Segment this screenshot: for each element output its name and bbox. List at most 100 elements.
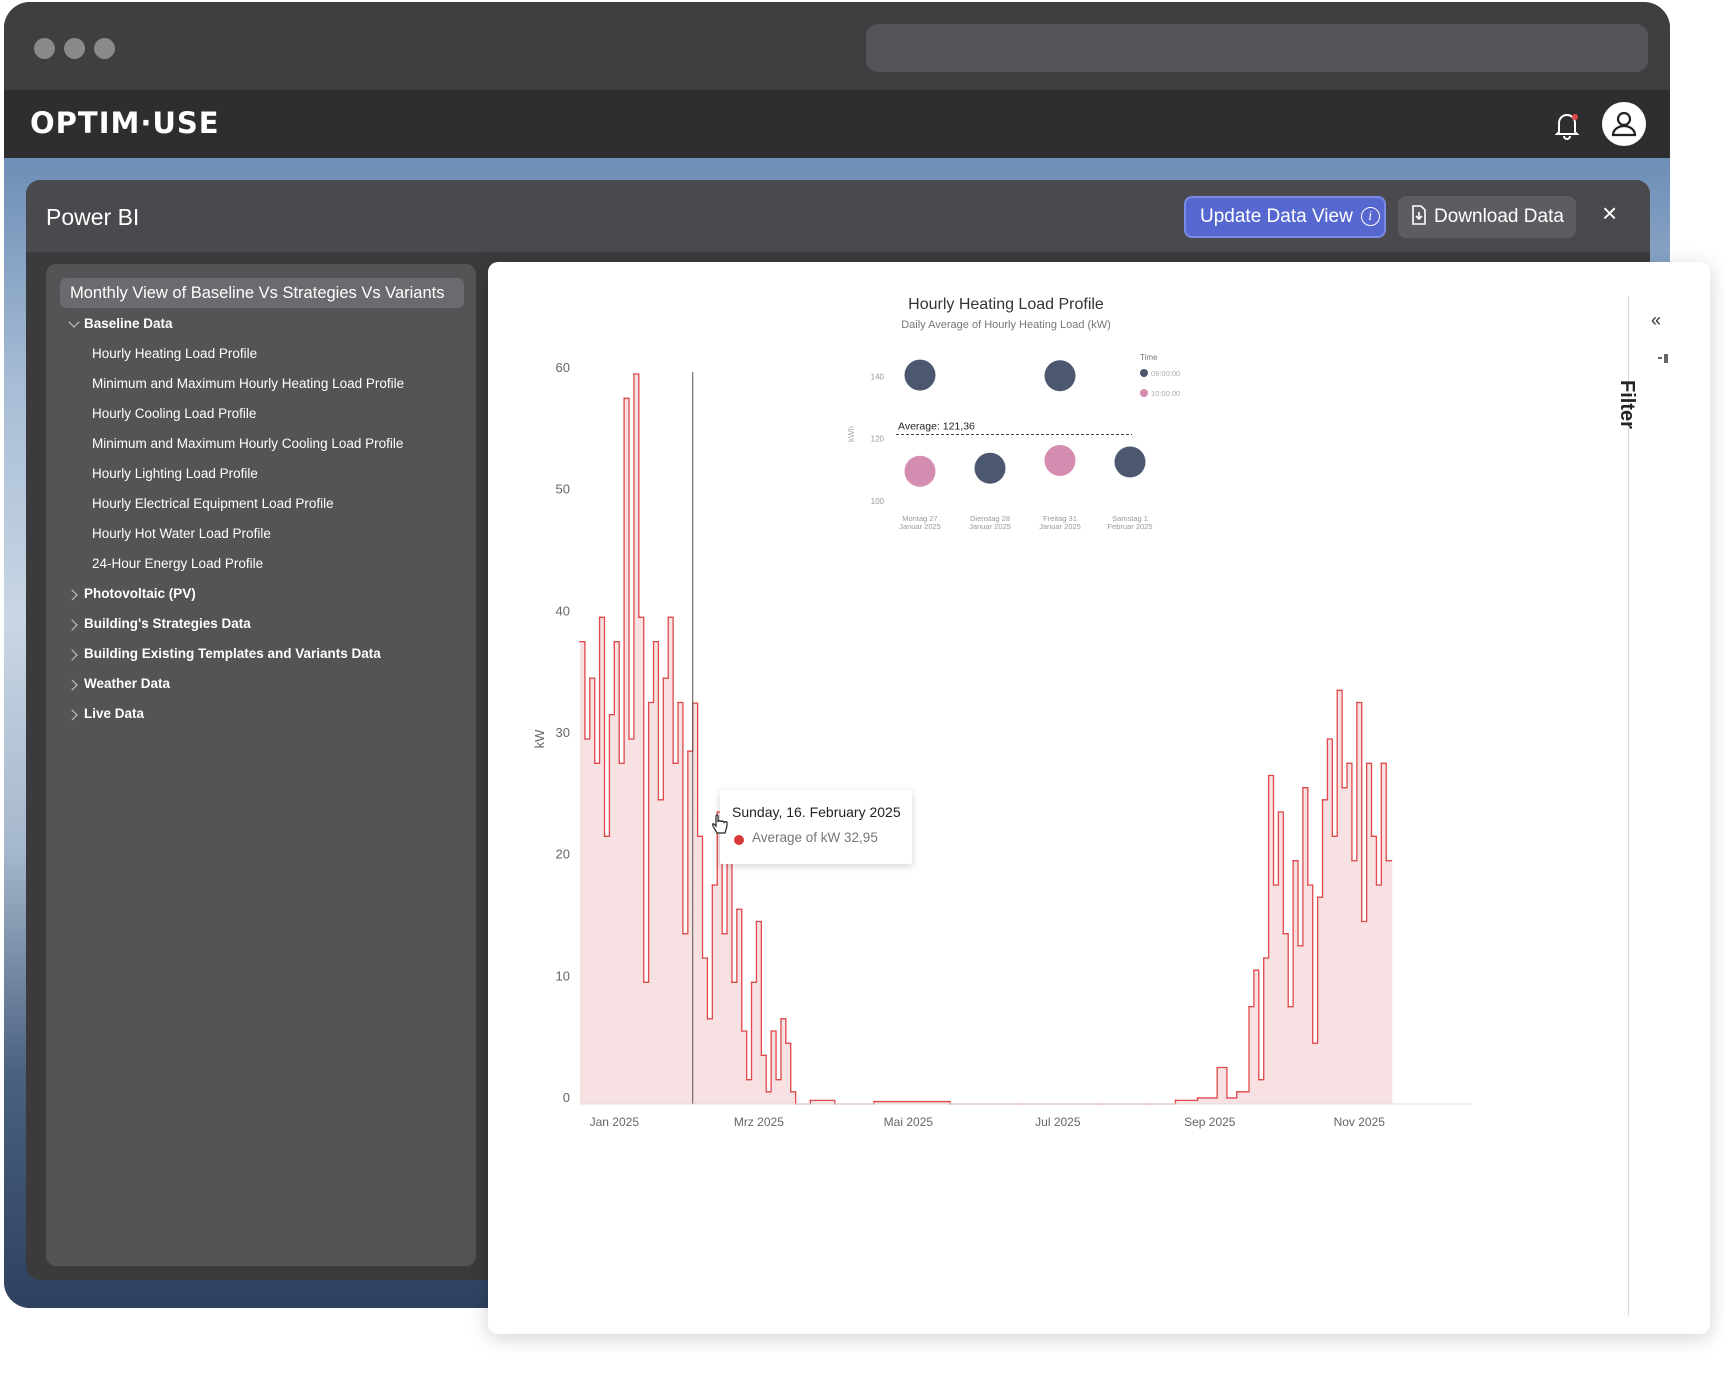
info-icon: i bbox=[1360, 207, 1380, 227]
data-point bbox=[1326, 738, 1329, 740]
update-button-label: Update Data View bbox=[1200, 206, 1353, 227]
data-point bbox=[1262, 957, 1265, 959]
update-data-view-button[interactable]: Update Data View i bbox=[1184, 196, 1386, 238]
chevron-right-icon[interactable] bbox=[66, 619, 78, 631]
close-panel-button[interactable]: × bbox=[1602, 198, 1618, 228]
x-tick-label: Jul 2025 bbox=[1035, 1115, 1081, 1129]
chevron-right-icon[interactable] bbox=[66, 649, 78, 661]
heating-load-chart[interactable]: Hourly Heating Load Profile Daily Average… bbox=[488, 262, 1628, 1334]
data-point bbox=[1297, 945, 1299, 947]
nav-group[interactable]: Baseline Data bbox=[84, 316, 173, 331]
data-point bbox=[701, 957, 704, 959]
data-point bbox=[1360, 920, 1363, 923]
download-icon bbox=[1412, 205, 1426, 225]
filter-pane-label[interactable]: Filter bbox=[1616, 380, 1638, 429]
data-point bbox=[1351, 859, 1353, 862]
bell-icon[interactable] bbox=[1550, 108, 1584, 142]
y-axis-label: kW bbox=[532, 729, 547, 749]
address-bar[interactable] bbox=[866, 24, 1648, 72]
window-minimize-dot[interactable] bbox=[64, 38, 85, 59]
data-point bbox=[731, 981, 733, 984]
nav-group[interactable]: Weather Data bbox=[84, 676, 171, 691]
nav-group[interactable]: Building Existing Templates and Variants… bbox=[84, 646, 381, 661]
inset-y-label: kWh bbox=[847, 426, 856, 442]
load-area-fill bbox=[580, 374, 1393, 1104]
inset-average-label: Average: 121,36 bbox=[898, 420, 975, 432]
data-point bbox=[1282, 932, 1285, 935]
inset-scatter-point bbox=[904, 455, 936, 487]
data-point bbox=[1292, 859, 1294, 862]
inset-y-tick: 120 bbox=[871, 435, 885, 444]
data-point bbox=[593, 762, 596, 765]
data-point bbox=[652, 640, 655, 643]
data-point bbox=[1216, 1066, 1218, 1069]
window-close-dot[interactable] bbox=[34, 38, 55, 59]
inset-legend-title: Time bbox=[1140, 353, 1158, 362]
data-point bbox=[736, 908, 738, 911]
nav-item[interactable]: Hourly Hot Water Load Profile bbox=[92, 526, 271, 541]
nav-group[interactable]: Photovoltaic (PV) bbox=[84, 586, 196, 601]
inset-x-tick: Januar 2025 bbox=[899, 522, 941, 531]
nav-group[interactable]: Building's Strategies Data bbox=[84, 616, 251, 631]
data-point bbox=[687, 750, 689, 752]
data-point bbox=[696, 835, 699, 838]
data-point bbox=[809, 1099, 812, 1102]
data-point bbox=[1331, 835, 1334, 838]
window-maximize-dot[interactable] bbox=[94, 38, 115, 59]
inset-legend-label: 10:00:00 bbox=[1151, 389, 1180, 398]
collapse-chevrons-icon[interactable]: « bbox=[1651, 310, 1662, 330]
y-tick-label: 0 bbox=[563, 1090, 570, 1105]
data-point bbox=[745, 1078, 748, 1081]
data-point bbox=[760, 1054, 763, 1057]
chevron-right-icon[interactable] bbox=[66, 709, 78, 721]
inset-scatter-point bbox=[1044, 444, 1076, 476]
chevron-right-icon[interactable] bbox=[66, 679, 78, 691]
nav-item[interactable]: Minimum and Maximum Hourly Cooling Load … bbox=[92, 436, 404, 451]
chart-title: Hourly Heating Load Profile bbox=[908, 296, 1104, 313]
data-point bbox=[1235, 1091, 1238, 1093]
panel-title: Power BI bbox=[46, 204, 140, 230]
data-point bbox=[873, 1100, 875, 1103]
nav-item[interactable]: Hourly Cooling Load Profile bbox=[92, 406, 257, 421]
data-point bbox=[785, 1042, 787, 1044]
data-point bbox=[589, 677, 591, 679]
data-point bbox=[1385, 859, 1388, 862]
data-point bbox=[682, 932, 684, 935]
inset-legend-marker bbox=[1140, 369, 1148, 377]
chart-subtitle: Daily Average of Hourly Heating Load (kW… bbox=[901, 319, 1111, 331]
nav-item[interactable]: Hourly Lighting Load Profile bbox=[92, 466, 258, 481]
inset-scatter-point bbox=[974, 452, 1006, 484]
y-tick-label: 60 bbox=[556, 360, 570, 375]
data-point bbox=[1380, 762, 1383, 765]
data-point bbox=[1307, 884, 1309, 886]
inset-scatter-point bbox=[1114, 446, 1146, 478]
data-point bbox=[775, 1078, 777, 1081]
data-point bbox=[662, 677, 665, 679]
data-point bbox=[1346, 762, 1348, 765]
nav-group[interactable]: Live Data bbox=[84, 706, 145, 721]
data-point bbox=[706, 1018, 709, 1020]
tooltip-value: Average of kW 32,95 bbox=[752, 830, 878, 845]
chevron-right-icon[interactable] bbox=[66, 589, 78, 601]
nav-heading[interactable]: Monthly View of Baseline Vs Strategies V… bbox=[60, 278, 464, 308]
download-data-button[interactable]: Download Data bbox=[1398, 196, 1576, 238]
nav-item[interactable]: 24-Hour Energy Load Profile bbox=[92, 556, 264, 571]
app-logo[interactable]: OPTIM·USE bbox=[30, 106, 220, 140]
nav-item[interactable]: Hourly Heating Load Profile bbox=[92, 346, 258, 361]
hand-cursor-icon bbox=[712, 814, 728, 834]
data-point bbox=[1253, 969, 1255, 971]
inset-scatter-point bbox=[1044, 360, 1076, 392]
x-tick-label: Sep 2025 bbox=[1184, 1115, 1236, 1129]
data-point bbox=[1316, 896, 1319, 898]
user-avatar[interactable] bbox=[1602, 102, 1646, 146]
data-point bbox=[657, 799, 660, 801]
nav-item[interactable]: Minimum and Maximum Hourly Heating Load … bbox=[92, 376, 405, 391]
chevron-down-icon[interactable] bbox=[68, 316, 80, 328]
filter-icon bbox=[1658, 354, 1668, 363]
data-point bbox=[765, 1091, 768, 1093]
data-point bbox=[740, 1030, 743, 1032]
data-point bbox=[1267, 774, 1270, 777]
data-point bbox=[755, 920, 758, 923]
nav-item[interactable]: Hourly Electrical Equipment Load Profile bbox=[92, 496, 334, 511]
inset-x-tick: Dienstag 28 bbox=[970, 514, 1010, 523]
